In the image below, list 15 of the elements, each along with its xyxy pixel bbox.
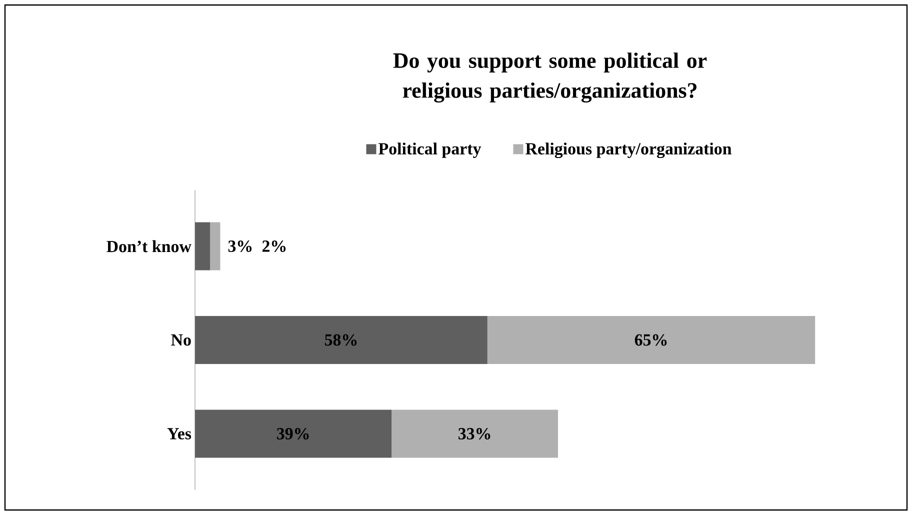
bar	[487, 316, 816, 364]
legend-label: Religious party/organization	[526, 142, 732, 158]
data-label: 33%	[458, 428, 490, 440]
data-label: 65%	[634, 334, 667, 346]
chart-title: Do you support some political or religious parties/organizations?	[393, 52, 707, 103]
legend-label: Political party	[378, 142, 482, 158]
y-tick-label: Don’t know	[106, 240, 192, 252]
y-tick-label: No	[171, 334, 191, 346]
data-label: 2%	[262, 240, 286, 252]
bar	[392, 410, 558, 458]
data-label: 58%	[324, 334, 357, 346]
bar	[210, 222, 220, 270]
y-tick-label: Yes	[167, 428, 192, 440]
data-label: 3%	[228, 240, 252, 252]
data-label: 39%	[277, 428, 309, 440]
